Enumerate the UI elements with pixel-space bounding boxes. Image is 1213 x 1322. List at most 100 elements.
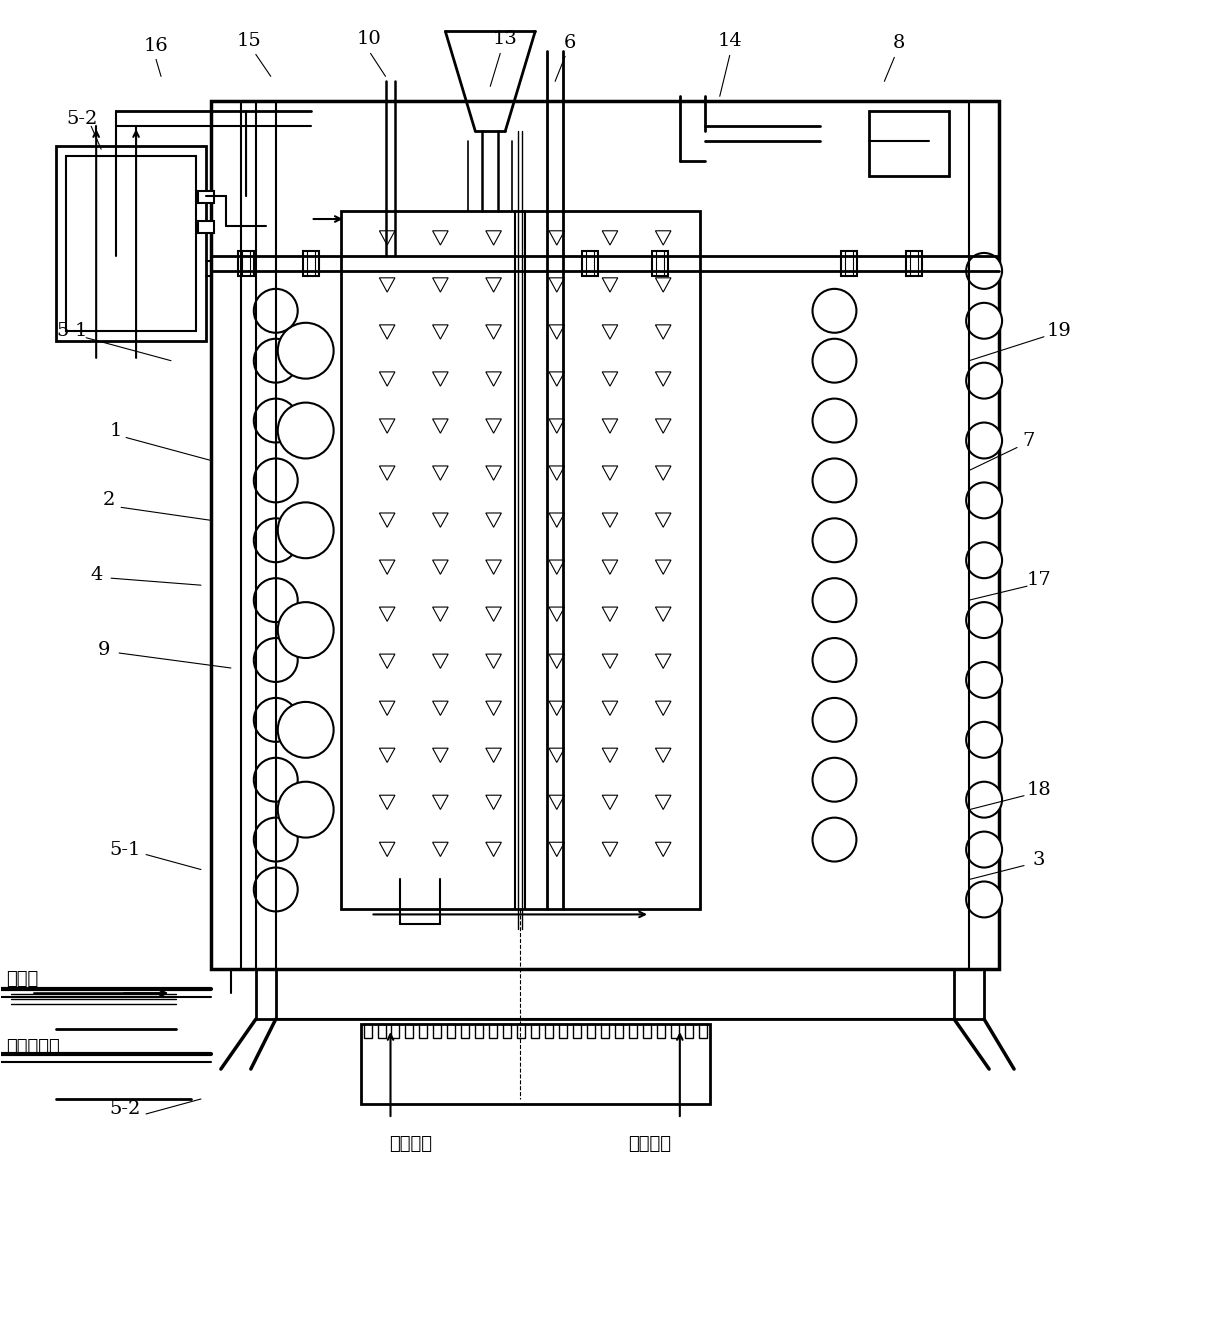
Text: 7: 7 [1023, 431, 1035, 449]
Polygon shape [380, 325, 395, 340]
Polygon shape [380, 796, 395, 809]
Polygon shape [433, 419, 448, 434]
Text: 5-1: 5-1 [109, 841, 141, 858]
Bar [651, 251, 668, 276]
Polygon shape [602, 325, 617, 340]
Polygon shape [602, 513, 617, 527]
Polygon shape [433, 325, 448, 340]
Text: 4: 4 [90, 566, 102, 584]
Polygon shape [549, 701, 564, 715]
Circle shape [967, 602, 1002, 639]
Polygon shape [655, 561, 671, 574]
Circle shape [967, 662, 1002, 698]
Bar [600, 1025, 609, 1038]
Polygon shape [486, 796, 501, 809]
Polygon shape [549, 654, 564, 669]
Polygon shape [549, 371, 564, 386]
Polygon shape [486, 419, 501, 434]
Polygon shape [655, 278, 671, 292]
Polygon shape [486, 701, 501, 715]
Circle shape [967, 832, 1002, 867]
Bar [671, 1025, 679, 1038]
Bar [67, 156, 197, 330]
Polygon shape [549, 231, 564, 245]
Polygon shape [602, 654, 617, 669]
Bar [643, 1025, 651, 1038]
Circle shape [813, 758, 856, 801]
Polygon shape [433, 701, 448, 715]
Bar [392, 1025, 399, 1038]
Bar [364, 1025, 371, 1038]
Circle shape [813, 817, 856, 862]
Polygon shape [433, 231, 448, 245]
Polygon shape [602, 278, 617, 292]
Polygon shape [655, 371, 671, 386]
Text: 二次空气: 二次空气 [628, 1134, 672, 1153]
Polygon shape [549, 513, 564, 527]
Text: 工艺天然气: 工艺天然气 [6, 1038, 61, 1056]
Bar [559, 1025, 568, 1038]
Text: 14: 14 [717, 33, 742, 50]
Bar [360, 1025, 710, 1104]
Circle shape [813, 518, 856, 562]
Bar [657, 1025, 665, 1038]
Polygon shape [380, 513, 395, 527]
Bar [870, 111, 950, 176]
Polygon shape [602, 842, 617, 857]
Circle shape [254, 399, 297, 443]
Bar [503, 1025, 511, 1038]
Bar [198, 221, 213, 233]
Circle shape [967, 722, 1002, 758]
Bar [238, 251, 254, 276]
Circle shape [254, 639, 297, 682]
Bar [531, 1025, 539, 1038]
Circle shape [254, 459, 297, 502]
Polygon shape [433, 796, 448, 809]
Polygon shape [549, 796, 564, 809]
Circle shape [254, 817, 297, 862]
Polygon shape [602, 748, 617, 763]
Circle shape [254, 758, 297, 801]
Polygon shape [433, 748, 448, 763]
Polygon shape [486, 278, 501, 292]
Text: 5-2: 5-2 [109, 1100, 141, 1118]
Bar [699, 1025, 707, 1038]
Polygon shape [602, 465, 617, 480]
Bar [211, 102, 1000, 969]
Bar [303, 251, 319, 276]
Text: 10: 10 [357, 30, 381, 49]
Bar [56, 147, 206, 341]
Circle shape [813, 338, 856, 382]
Bar [448, 1025, 455, 1038]
Polygon shape [655, 654, 671, 669]
Polygon shape [380, 465, 395, 480]
Circle shape [813, 698, 856, 742]
Polygon shape [655, 842, 671, 857]
Circle shape [967, 303, 1002, 338]
Polygon shape [380, 371, 395, 386]
Polygon shape [549, 561, 564, 574]
Circle shape [967, 253, 1002, 288]
Polygon shape [549, 325, 564, 340]
Circle shape [254, 578, 297, 623]
Polygon shape [380, 419, 395, 434]
Text: 工艺水: 工艺水 [6, 970, 39, 989]
Circle shape [254, 518, 297, 562]
Circle shape [254, 338, 297, 382]
Circle shape [967, 423, 1002, 459]
Text: 15: 15 [237, 33, 261, 50]
Polygon shape [655, 231, 671, 245]
Bar [545, 1025, 553, 1038]
Polygon shape [549, 465, 564, 480]
Polygon shape [433, 465, 448, 480]
Circle shape [813, 288, 856, 333]
Bar [906, 251, 922, 276]
Bar [582, 251, 598, 276]
Text: 9: 9 [98, 641, 110, 660]
Polygon shape [433, 561, 448, 574]
Polygon shape [486, 325, 501, 340]
Polygon shape [433, 278, 448, 292]
Polygon shape [433, 654, 448, 669]
Circle shape [278, 602, 334, 658]
Polygon shape [655, 513, 671, 527]
